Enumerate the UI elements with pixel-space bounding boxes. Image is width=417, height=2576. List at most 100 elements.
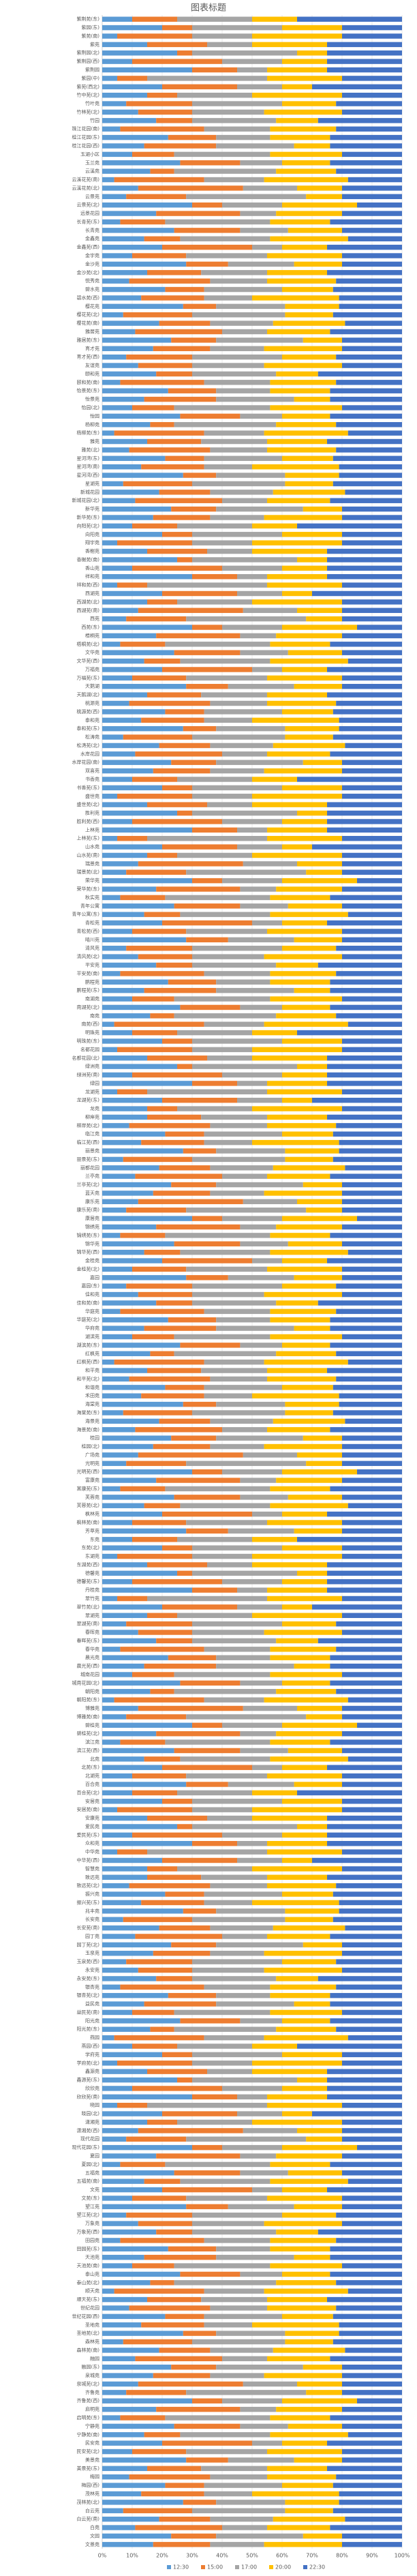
bar-segment: [342, 338, 402, 343]
bar-segment: [336, 2213, 402, 2218]
bar-segment: [147, 1114, 202, 1120]
y-tick-label: 爱民苑(东): [77, 1831, 100, 1838]
bar-segment: [141, 2322, 204, 2328]
bar-segment: [252, 794, 342, 799]
bar-segment: [267, 582, 342, 588]
bar-segment: [126, 946, 192, 951]
bar-segment: [186, 253, 267, 258]
bar-segment: [342, 903, 402, 909]
bar-segment: [327, 2187, 402, 2193]
bar-segment: [102, 2204, 187, 2210]
bar-segment: [270, 151, 342, 158]
y-tick-label: 上林苑(东): [77, 835, 100, 841]
bar-segment: [306, 194, 342, 200]
bar-segment: [339, 2331, 402, 2336]
bar-segment: [252, 1613, 342, 1618]
bar-segment: [327, 2077, 402, 2083]
bar-segment: [102, 1393, 142, 1398]
y-tick-label: 碧桂苑(北): [77, 1731, 100, 1737]
y-tick-label: 田园苑(东): [77, 2245, 100, 2251]
y-tick-label: 康乐苑(南): [77, 1207, 100, 1213]
bar-segment: [102, 979, 168, 985]
bar-segment: [252, 1807, 342, 1812]
bar-segment: [252, 1511, 282, 1517]
bar-segment: [327, 920, 402, 926]
bar-segment: [270, 388, 330, 393]
bar-segment: [210, 2516, 273, 2522]
bar-segment: [147, 582, 267, 588]
y-tick-label: 佳和苑(南): [77, 1300, 100, 1306]
bar-segment: [102, 650, 174, 655]
bar-segment: [156, 1731, 241, 1737]
bar-segment: [102, 1765, 162, 1770]
bar-segment: [102, 1908, 183, 1914]
bar-segment: [147, 802, 207, 807]
bar-segment: [252, 540, 342, 545]
bar-segment: [162, 532, 192, 537]
bar-segment: [330, 413, 402, 419]
bar-segment: [270, 2009, 342, 2016]
bar-segment: [318, 371, 402, 377]
y-tick-label: 梅园: [90, 2474, 99, 2480]
bar-segment: [102, 523, 132, 529]
bar-segment: [267, 447, 337, 453]
bar-segment: [102, 168, 151, 174]
y-tick-label: 星河湾(东): [77, 455, 100, 461]
bar-segment: [120, 1486, 166, 1492]
y-tick-label: 青年公寓: [80, 903, 99, 909]
y-tick-label: 星湖苑: [85, 480, 99, 486]
bar-segment: [270, 2415, 330, 2421]
bar-segment: [327, 1258, 402, 1263]
bar-segment: [102, 2457, 187, 2463]
bar-segment: [171, 760, 217, 765]
bar-segment: [252, 1106, 342, 1111]
bar-segment: [267, 1173, 330, 1179]
bar-segment: [264, 515, 342, 520]
bar-segment: [159, 320, 211, 326]
y-tick-label: 泰山苑(北): [77, 2279, 100, 2286]
bar-segment: [342, 1714, 402, 1720]
bar-segment: [129, 1883, 211, 1889]
bar-segment: [330, 2001, 402, 2007]
bar-segment: [345, 2516, 402, 2522]
bar-segment: [222, 2398, 282, 2403]
y-tick-label: 桂园: [90, 1435, 99, 1441]
bar-segment: [210, 490, 273, 495]
bar-segment: [216, 1317, 271, 1323]
bar-segment: [264, 109, 342, 115]
bar-segment: [342, 785, 402, 791]
bar-segment: [186, 2457, 228, 2463]
y-tick-label: 顺天苑: [85, 2288, 99, 2294]
bar-segment: [138, 109, 192, 115]
bar-segment: [342, 1672, 402, 1677]
bar-segment: [267, 1840, 327, 1846]
bar-segment: [102, 1807, 117, 1812]
bar-segment: [102, 346, 153, 351]
bar-segment: [216, 1435, 303, 1441]
bar-segment: [102, 1570, 177, 1576]
bar-segment: [102, 2077, 177, 2083]
bar-segment: [267, 2296, 327, 2303]
bar-segment: [330, 2246, 402, 2251]
bar-segment: [192, 540, 252, 545]
bar-segment: [252, 1790, 297, 1796]
y-tick-label: 青年公寓(东): [72, 911, 100, 917]
bar-segment: [192, 1283, 282, 1289]
y-tick-label: 绿洲苑: [85, 1063, 99, 1069]
bar-segment: [285, 1410, 333, 1416]
bar-segment: [282, 590, 312, 597]
bar-segment: [267, 1376, 337, 1382]
bar-segment: [282, 1385, 333, 1390]
bar-segment: [135, 2525, 222, 2530]
x-tick-label: 100%: [395, 2553, 410, 2559]
legend-label: 22:30: [309, 2564, 325, 2571]
bar-segment: [102, 67, 192, 73]
y-tick-label: 益民苑: [85, 2001, 99, 2007]
bar-segment: [342, 194, 402, 200]
bar-segment: [102, 303, 183, 310]
legend-label: 20:00: [275, 2564, 291, 2571]
y-tick-label: 瑞景苑: [85, 860, 99, 867]
bar-segment: [102, 33, 117, 39]
y-tick-label: 西苑: [90, 616, 99, 622]
bar-segment: [276, 2280, 337, 2286]
